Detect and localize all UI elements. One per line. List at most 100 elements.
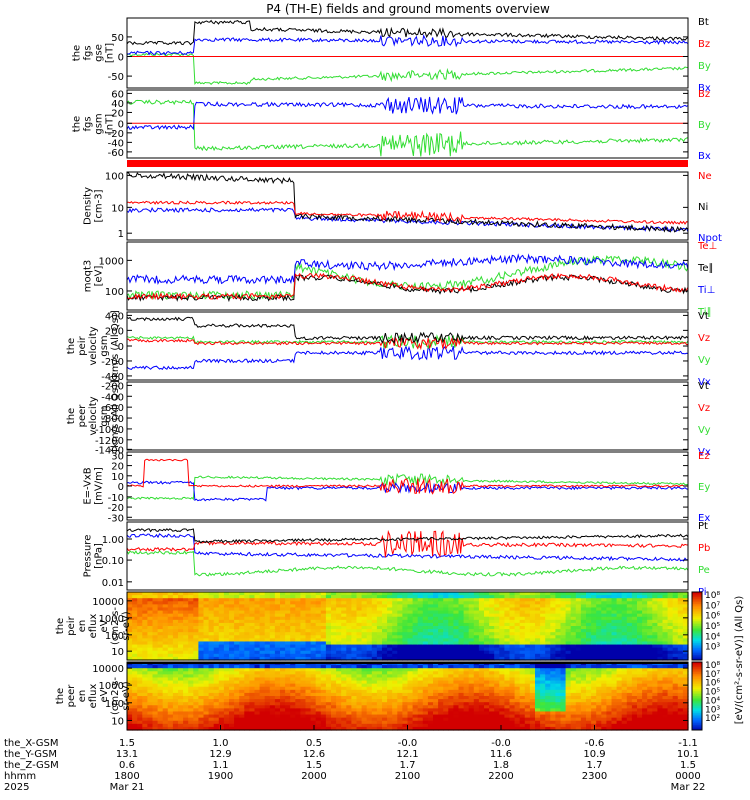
heatmap-cell	[463, 604, 470, 609]
heatmap-cell	[269, 647, 276, 652]
heatmap-cell	[300, 705, 307, 709]
heatmap-cell	[397, 668, 403, 672]
heatmap-cell	[127, 680, 133, 685]
heatmap-cell	[499, 595, 505, 599]
heatmap-cell	[285, 671, 291, 675]
heatmap-cell	[621, 720, 628, 725]
heatmap-cell	[448, 683, 454, 688]
heatmap-cell	[310, 717, 317, 722]
heatmap-cell	[341, 708, 347, 713]
heatmap-cell	[606, 720, 613, 725]
heatmap-cell	[234, 607, 240, 612]
heatmap-cell	[560, 607, 567, 612]
heatmap-cell	[443, 699, 449, 703]
heatmap-cell	[325, 598, 332, 602]
heatmap-cell	[137, 665, 143, 669]
plot-title: P4 (TH-E) fields and ground moments over…	[266, 2, 550, 16]
heatmap-cell	[499, 714, 505, 719]
heatmap-cell	[647, 650, 653, 655]
heatmap-cell	[244, 689, 250, 694]
heatmap-cell	[142, 656, 148, 661]
heatmap-cell	[580, 650, 587, 655]
heatmap-cell	[652, 699, 658, 703]
heatmap-cell	[132, 598, 138, 602]
heatmap-cell	[422, 677, 429, 682]
heatmap-cell	[285, 680, 291, 685]
heatmap-cell	[234, 717, 240, 722]
heatmap-cell	[320, 680, 327, 685]
heatmap-cell	[647, 686, 653, 691]
heatmap-cell	[417, 616, 424, 621]
heatmap-cell	[198, 598, 205, 602]
heatmap-cell	[249, 616, 256, 621]
heatmap-cell	[591, 626, 597, 630]
heatmap-cell	[519, 714, 526, 719]
heatmap-cell	[682, 601, 689, 605]
heatmap-cell	[193, 723, 199, 728]
heatmap-cell	[249, 702, 256, 706]
heatmap-cell	[274, 677, 281, 682]
heatmap-cell	[611, 619, 618, 624]
heatmap-cell	[244, 604, 250, 609]
heatmap-cell	[509, 708, 516, 713]
heatmap-cell	[295, 711, 301, 716]
heatmap-cell	[412, 680, 419, 685]
heatmap-cell	[555, 626, 562, 630]
heatmap-cell	[147, 626, 154, 630]
heatmap-cell	[412, 705, 419, 709]
heatmap-cell	[162, 686, 169, 691]
heatmap-cell	[494, 607, 500, 612]
heatmap-cell	[397, 619, 403, 624]
y-axis-label-line: fgs	[83, 45, 94, 60]
heatmap-cell	[290, 595, 296, 599]
heatmap-cell	[361, 674, 368, 679]
heatmap-cell	[239, 726, 245, 731]
heatmap-cell	[274, 696, 281, 700]
heatmap-cell	[545, 604, 551, 609]
heatmap-cell	[499, 610, 505, 615]
heatmap-cell	[427, 613, 434, 618]
heatmap-cell	[529, 653, 536, 658]
heatmap-cell	[448, 708, 454, 713]
heatmap-cell	[198, 708, 205, 713]
heatmap-cell	[295, 689, 301, 694]
heatmap-cell	[463, 619, 470, 624]
heatmap-cell	[478, 601, 485, 605]
heatmap-cell	[682, 644, 689, 649]
heatmap-cell	[280, 717, 286, 722]
heatmap-cell	[356, 592, 363, 596]
heatmap-cell	[662, 610, 669, 615]
heatmap-cell	[223, 638, 230, 643]
heatmap-cell	[371, 598, 378, 602]
heatmap-cell	[606, 683, 613, 688]
y-axis-label-line: peir	[77, 335, 88, 355]
heatmap-cell	[407, 629, 414, 633]
heatmap-cell	[147, 607, 154, 612]
heatmap-cell	[198, 632, 205, 636]
heatmap-cell	[213, 726, 220, 731]
heatmap-cell	[203, 635, 210, 639]
heatmap-cell	[269, 626, 276, 630]
heatmap-cell	[652, 653, 658, 658]
heatmap-cell	[193, 705, 199, 709]
heatmap-cell	[545, 635, 551, 639]
heatmap-cell	[494, 717, 500, 722]
heatmap-cell	[657, 619, 664, 624]
heatmap-cell	[606, 619, 613, 624]
heatmap-cell	[351, 592, 358, 596]
heatmap-cell	[147, 720, 154, 725]
heatmap-cell	[631, 619, 638, 624]
heatmap-cell	[433, 650, 439, 655]
heatmap-cell	[631, 610, 638, 615]
heatmap-cell	[463, 601, 470, 605]
series-fgs_gsm-1	[126, 99, 689, 157]
heatmap-cell	[331, 677, 337, 682]
heatmap-cell	[550, 650, 556, 655]
heatmap-cell	[295, 647, 301, 652]
heatmap-cell	[254, 680, 261, 685]
heatmap-cell	[285, 686, 291, 691]
heatmap-cell	[239, 598, 245, 602]
heatmap-cell	[422, 668, 429, 672]
heatmap-cell	[264, 726, 271, 731]
